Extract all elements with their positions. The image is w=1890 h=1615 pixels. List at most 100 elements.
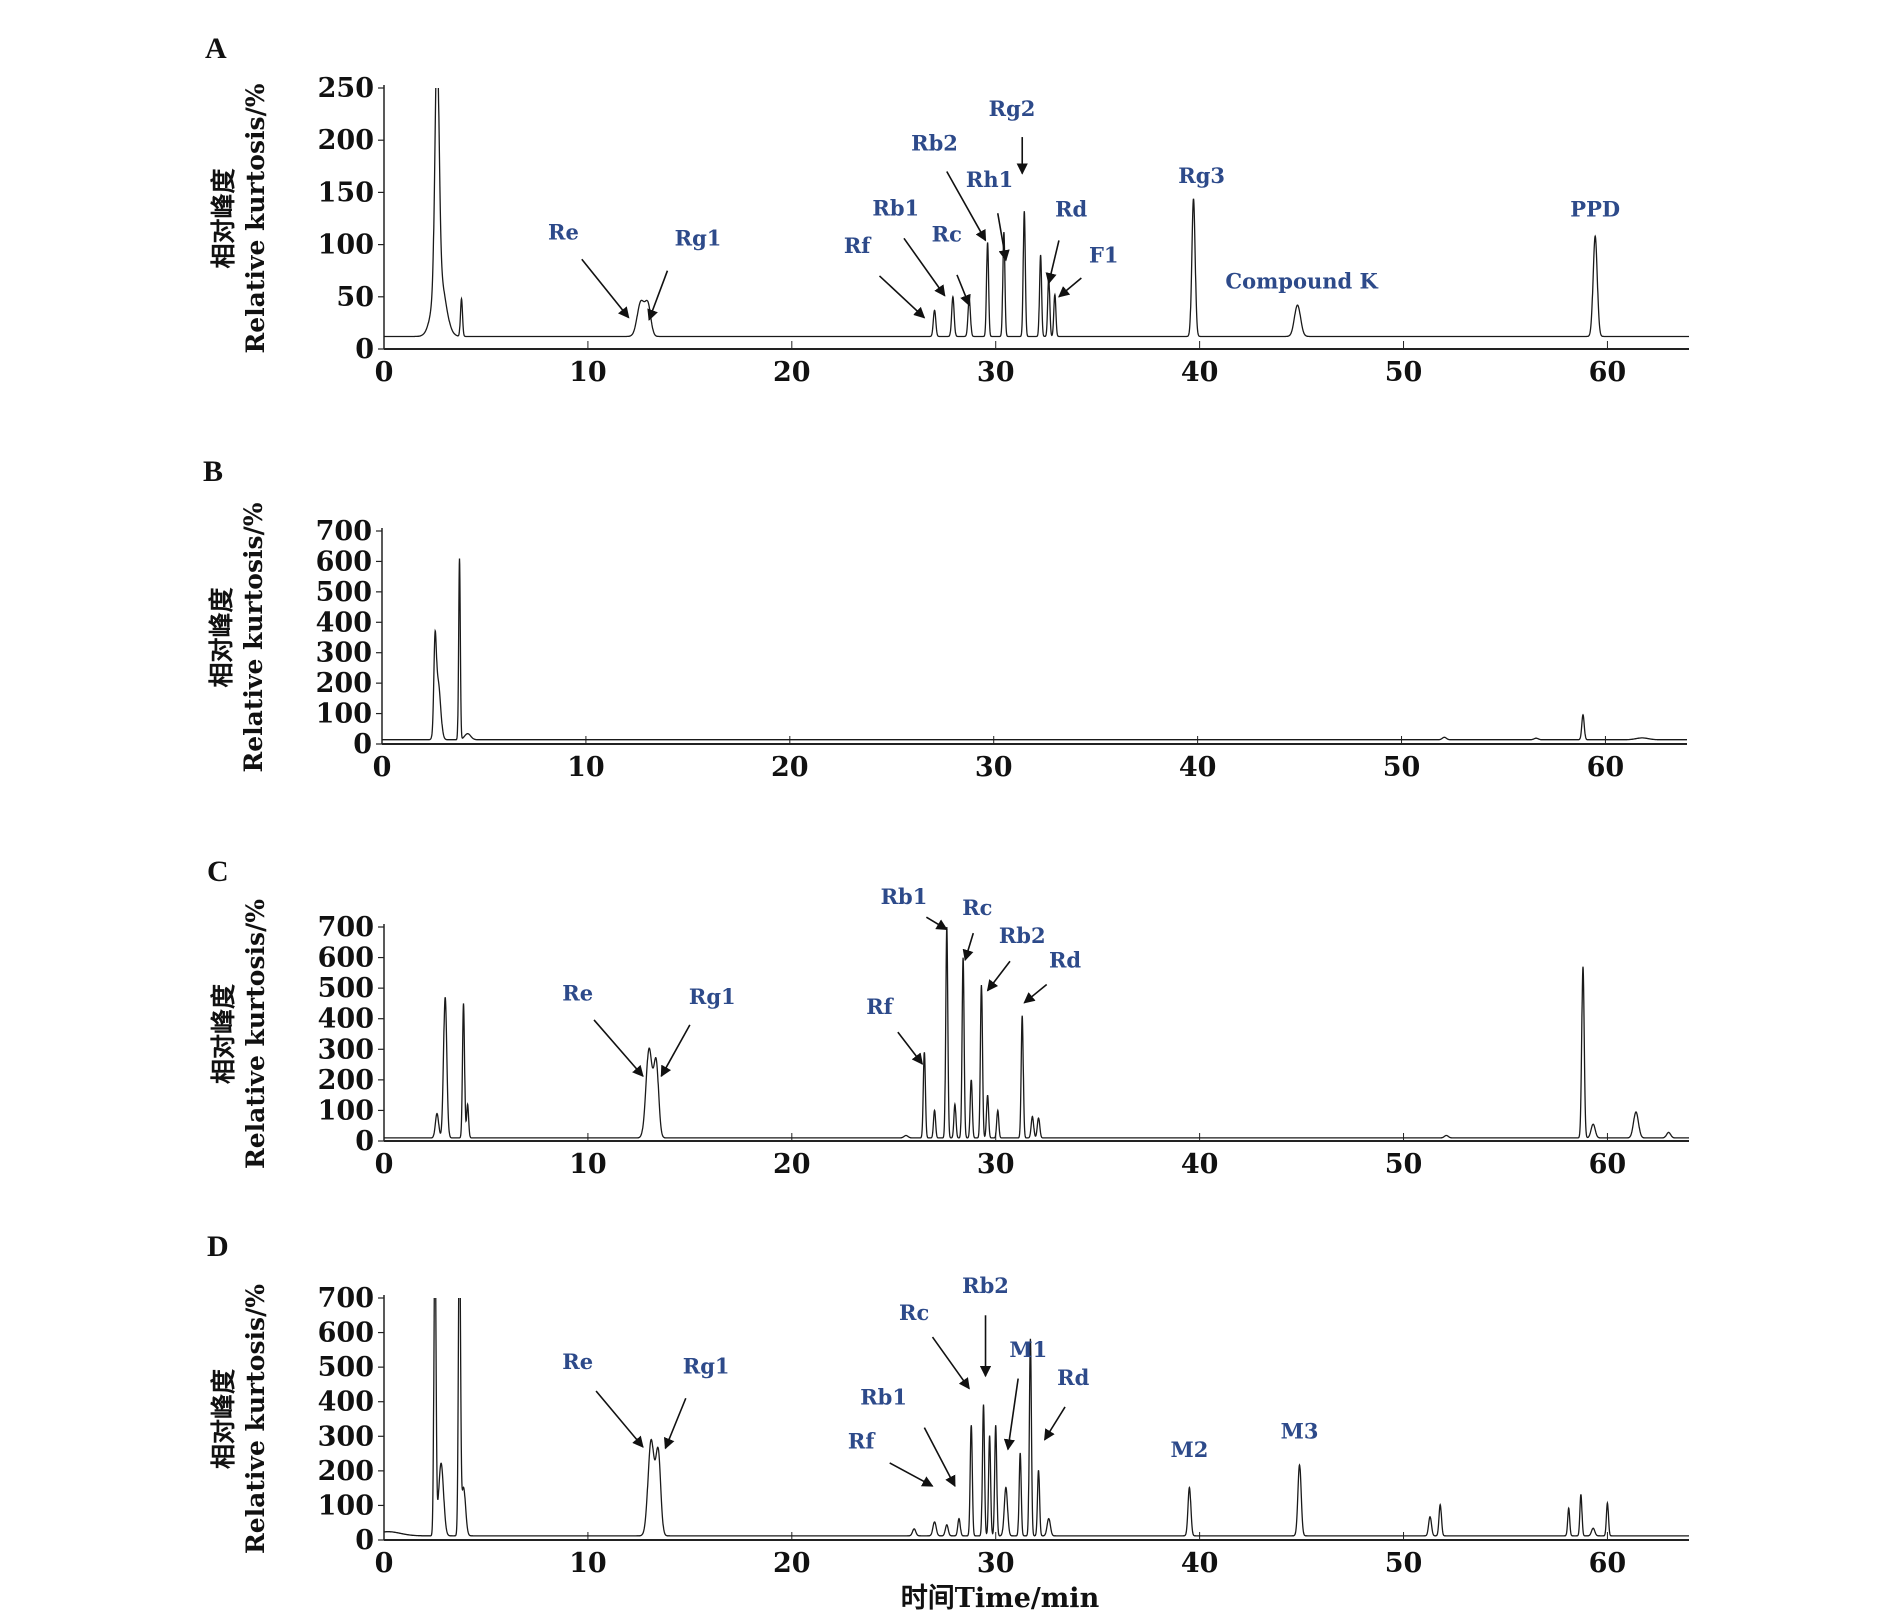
x-tick-label: 30 <box>977 1149 1015 1180</box>
peak-label-rb2: Rb2 <box>999 923 1046 948</box>
x-tick-label: 30 <box>977 357 1015 388</box>
chromatogram-trace <box>384 88 1689 338</box>
y-tick-label: 100 <box>318 1490 374 1521</box>
y-axis-label-cn: 相对峰度 <box>209 168 238 268</box>
peak-label-rc: Rc <box>899 1300 929 1325</box>
peak-arrow <box>889 1462 934 1487</box>
peak-label-rf: Rf <box>866 994 894 1019</box>
peak-label-m2: M2 <box>1171 1437 1209 1462</box>
x-tick-label: 20 <box>773 357 811 388</box>
x-tick-label: 30 <box>975 752 1013 783</box>
peak-label-rc: Rc <box>932 221 962 246</box>
y-tick-label: 200 <box>318 125 374 156</box>
y-tick-label: 100 <box>318 1095 374 1126</box>
y-tick-label: 600 <box>318 943 374 974</box>
peak-arrow <box>903 237 946 297</box>
y-tick-label: 700 <box>316 516 372 547</box>
peak-label-rg3: Rg3 <box>1178 163 1225 188</box>
x-tick-label: 20 <box>773 1149 811 1180</box>
x-tick-label: 50 <box>1385 357 1423 388</box>
y-axis-label-cn: 相对峰度 <box>209 984 238 1084</box>
chromatogram-trace <box>384 927 1689 1139</box>
x-axis-label: 时间Time/min <box>901 1583 1100 1614</box>
panel-label: C <box>207 855 229 888</box>
y-tick-label: 400 <box>316 607 372 638</box>
x-tick-label: 10 <box>567 752 605 783</box>
x-tick-label: 60 <box>1589 1548 1627 1579</box>
peak-arrow <box>1043 1406 1066 1441</box>
y-tick-label: 700 <box>318 912 374 943</box>
panel-label: B <box>203 455 223 488</box>
peak-label-rg1: Rg1 <box>689 984 736 1009</box>
peak-label-rc: Rc <box>962 895 992 920</box>
peak-label-rb2: Rb2 <box>911 131 958 156</box>
peak-label-rb2: Rb2 <box>962 1273 1009 1298</box>
peak-label-f1: F1 <box>1089 242 1119 267</box>
y-tick-label: 200 <box>318 1065 374 1096</box>
peak-label-re: Re <box>562 1349 593 1374</box>
peak-arrow <box>956 274 971 307</box>
y-tick-label: 300 <box>316 638 372 669</box>
peak-arrow <box>897 1031 923 1065</box>
x-tick-label: 0 <box>375 1548 394 1579</box>
peak-arrow <box>923 1427 956 1488</box>
y-tick-label: 200 <box>318 1456 374 1487</box>
x-tick-label: 60 <box>1587 752 1625 783</box>
y-tick-label: 200 <box>316 668 372 699</box>
x-tick-label: 0 <box>375 357 394 388</box>
peak-label-rh1: Rh1 <box>966 167 1013 192</box>
peak-arrow <box>660 1024 691 1078</box>
y-tick-label: 600 <box>316 546 372 577</box>
peak-label-rb1: Rb1 <box>872 195 919 220</box>
peak-arrow <box>925 916 948 931</box>
peak-label-rg1: Rg1 <box>675 226 722 251</box>
x-tick-label: 60 <box>1589 357 1627 388</box>
peak-arrow <box>1058 277 1082 298</box>
peak-arrow <box>878 275 926 319</box>
x-tick-label: 0 <box>373 752 392 783</box>
peak-arrow <box>593 1019 644 1078</box>
peak-arrow <box>664 1397 687 1450</box>
y-axis-label: Relative kurtosis/% <box>241 899 270 1169</box>
x-tick-label: 20 <box>771 752 809 783</box>
peak-label-ppd: PPD <box>1570 196 1620 221</box>
x-tick-label: 40 <box>1179 752 1217 783</box>
peak-arrow <box>647 270 669 321</box>
y-tick-label: 100 <box>316 699 372 730</box>
peak-label-m1: M1 <box>1009 1337 1047 1362</box>
x-tick-label: 50 <box>1385 1149 1423 1180</box>
chromatogram-trace <box>382 558 1687 741</box>
y-axis-label-cn: 相对峰度 <box>207 587 236 687</box>
x-tick-label: 10 <box>569 357 607 388</box>
y-axis-label-cn: 相对峰度 <box>209 1369 238 1469</box>
y-tick-label: 0 <box>355 1525 374 1556</box>
y-axis-label: Relative kurtosis/% <box>241 83 270 353</box>
peak-arrow <box>1023 983 1048 1004</box>
peak-arrow <box>986 960 1011 992</box>
x-tick-label: 50 <box>1383 752 1421 783</box>
peak-arrow <box>946 171 987 242</box>
peak-label-rf: Rf <box>848 1428 876 1453</box>
panel-a: A 相对峰度 Relative kurtosis/% 0 50 100 150 200 250 0… <box>205 32 1689 388</box>
peak-label-rf: Rf <box>844 233 872 258</box>
x-tick-label: 0 <box>375 1149 394 1180</box>
panel-label: A <box>205 32 227 65</box>
y-tick-label: 0 <box>355 1126 374 1157</box>
peak-label-rb1: Rb1 <box>881 884 928 909</box>
y-tick-label: 500 <box>318 1352 374 1383</box>
peak-arrow <box>962 932 975 962</box>
y-axis-label: Relative kurtosis/% <box>239 502 268 772</box>
y-tick-label: 500 <box>316 577 372 608</box>
x-tick-label: 40 <box>1181 357 1219 388</box>
peak-label-re: Re <box>548 219 579 244</box>
peak-label-rd: Rd <box>1057 1365 1089 1390</box>
x-tick-label: 30 <box>977 1548 1015 1579</box>
chromatogram-trace <box>384 1298 1689 1537</box>
peak-label-compound-k: Compound K <box>1225 268 1378 293</box>
peak-arrow <box>1003 1378 1019 1451</box>
y-tick-label: 0 <box>353 729 372 760</box>
x-tick-label: 50 <box>1385 1548 1423 1579</box>
